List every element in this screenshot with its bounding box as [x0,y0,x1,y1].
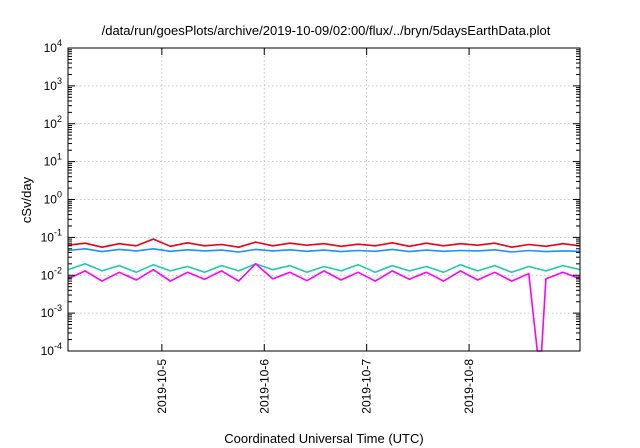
series-layer [67,238,581,352]
series-line [67,248,581,253]
y-tick-exponent: 0 [57,190,62,200]
series-line [67,238,581,248]
x-axis-label: Coordinated Universal Time (UTC) [224,431,423,446]
y-tick-exponent: 1 [57,152,62,162]
y-tick-label: 104 [44,38,62,55]
x-tick-label: 2019-10-8 [462,359,476,414]
axis-ticks [68,47,580,352]
x-axis-tick-labels: 2019-10-5 2019-10-6 2019-10-7 2019-10-8 [155,359,476,414]
y-tick-label: 10-3 [41,303,62,320]
series-line [67,263,581,274]
y-tick-base: 10 [41,268,55,282]
y-tick-exponent: -3 [54,303,62,313]
x-tick-label: 2019-10-5 [155,359,169,414]
y-tick-label: 102 [44,114,62,131]
x-tick-label: 2019-10-6 [257,359,271,414]
y-tick-label: 101 [44,152,62,169]
y-tick-label: 103 [44,76,62,93]
y-tick-label: 10-1 [41,227,62,244]
y-tick-base: 10 [44,41,58,55]
y-tick-exponent: 4 [57,38,62,48]
y-tick-exponent: 2 [57,114,62,124]
series-line [67,263,581,352]
y-tick-base: 10 [44,155,58,169]
y-tick-base: 10 [44,117,58,131]
y-tick-label: 10-4 [41,341,62,358]
y-tick-base: 10 [41,306,55,320]
y-tick-exponent: -4 [54,341,62,351]
y-axis-label: cSv/day [19,176,34,223]
y-tick-base: 10 [44,193,58,207]
y-tick-base: 10 [41,344,55,358]
grid [68,48,580,351]
y-tick-base: 10 [44,79,58,93]
y-tick-exponent: 3 [57,76,62,86]
y-tick-base: 10 [41,230,55,244]
y-tick-exponent: -2 [54,265,62,275]
x-tick-label: 2019-10-7 [360,359,374,414]
chart-title: /data/run/goesPlots/archive/2019-10-09/0… [102,23,551,38]
y-tick-label: 10-2 [41,265,62,282]
y-tick-exponent: -1 [54,227,62,237]
y-tick-label: 100 [44,190,62,207]
